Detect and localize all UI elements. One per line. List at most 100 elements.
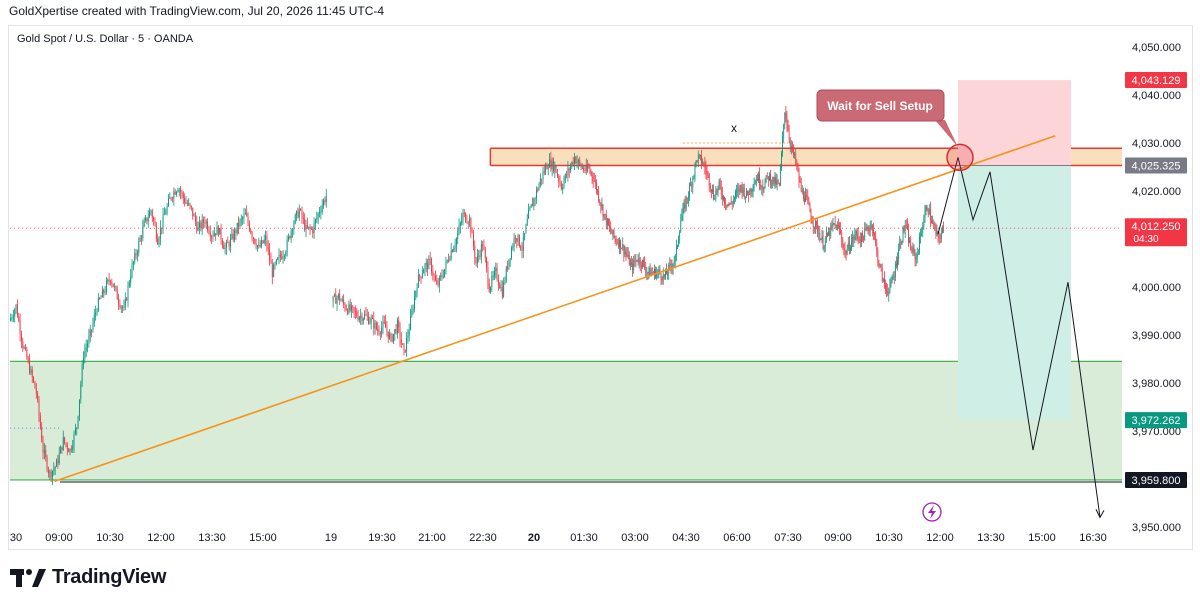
candle-body bbox=[286, 239, 288, 253]
candle-body bbox=[684, 203, 686, 209]
candle-body bbox=[228, 243, 230, 247]
candle-body bbox=[289, 236, 291, 239]
candle-body bbox=[432, 271, 434, 276]
tradingview-logo[interactable]: TradingView bbox=[10, 566, 166, 589]
candle-body bbox=[842, 240, 844, 248]
candle-body bbox=[701, 155, 702, 164]
candle-body bbox=[940, 233, 942, 239]
candle-body bbox=[612, 229, 614, 234]
candle-body bbox=[797, 166, 799, 171]
candle-body bbox=[838, 224, 839, 227]
x-tick-label: 09:00 bbox=[824, 532, 852, 544]
candle-body bbox=[778, 182, 780, 186]
candle-body bbox=[366, 315, 368, 317]
candle-body bbox=[920, 235, 921, 237]
candle-body bbox=[305, 224, 307, 230]
candle-body bbox=[437, 284, 439, 286]
candle-body bbox=[309, 226, 311, 229]
candle-body bbox=[316, 217, 318, 220]
candle-body bbox=[884, 278, 885, 285]
candle-body bbox=[869, 227, 871, 232]
candle-body bbox=[496, 268, 498, 280]
candle-body bbox=[38, 399, 40, 416]
candle-body bbox=[864, 228, 866, 241]
candle-body bbox=[617, 242, 619, 248]
candle-body bbox=[445, 261, 447, 269]
candle-body bbox=[927, 209, 929, 215]
candle-body bbox=[907, 225, 908, 230]
x-tick-label: 10:30 bbox=[875, 532, 903, 544]
candle-body bbox=[844, 249, 846, 252]
candle-body bbox=[554, 165, 556, 172]
candle-body bbox=[77, 416, 79, 428]
candle-body bbox=[731, 203, 733, 205]
candle-body bbox=[839, 226, 840, 229]
candle-body bbox=[880, 264, 882, 269]
candle-body bbox=[116, 288, 118, 300]
candle-body bbox=[919, 236, 920, 252]
candle-body bbox=[739, 185, 741, 192]
candle-body bbox=[794, 153, 796, 155]
candle-body bbox=[189, 203, 191, 206]
candle-body bbox=[875, 235, 877, 243]
candle-body bbox=[190, 205, 192, 208]
candle-body bbox=[670, 263, 672, 267]
candle-body bbox=[713, 189, 714, 199]
candle-body bbox=[41, 427, 43, 442]
candle-body bbox=[597, 190, 598, 192]
candle-body bbox=[15, 304, 17, 311]
candle-body bbox=[103, 289, 105, 293]
candle-body bbox=[792, 146, 793, 148]
candle-body bbox=[444, 268, 446, 277]
candle-body bbox=[379, 333, 381, 335]
candle-body bbox=[754, 182, 756, 185]
candle-body bbox=[559, 180, 561, 184]
candle-body bbox=[787, 125, 789, 131]
candle-body bbox=[689, 185, 690, 197]
y-tick-label: 3,970.000 bbox=[1132, 426, 1181, 438]
candle-body bbox=[34, 381, 36, 389]
candle-body bbox=[887, 291, 889, 295]
candle-body bbox=[785, 112, 787, 119]
candle-body bbox=[639, 258, 641, 265]
candle-body bbox=[833, 223, 835, 225]
candle-body bbox=[877, 249, 879, 263]
candle-body bbox=[364, 314, 366, 319]
candle-body bbox=[628, 254, 630, 266]
candle-body bbox=[594, 180, 596, 183]
candle-body bbox=[587, 165, 589, 171]
candle-body bbox=[716, 190, 718, 192]
candle-body bbox=[660, 273, 662, 279]
y-tick-label: 4,040.000 bbox=[1132, 90, 1181, 102]
candle-body bbox=[147, 217, 149, 222]
candle-body bbox=[358, 317, 360, 321]
candle-body bbox=[389, 334, 390, 339]
candle-body bbox=[727, 203, 729, 207]
candle-body bbox=[663, 274, 665, 277]
candle-body bbox=[361, 315, 363, 321]
candle-body bbox=[25, 347, 26, 350]
candle-body bbox=[725, 204, 727, 206]
candle-body bbox=[333, 294, 335, 296]
candle-body bbox=[480, 244, 482, 257]
candle-body bbox=[862, 233, 863, 237]
candle-body bbox=[923, 221, 925, 227]
candle-body bbox=[537, 189, 539, 191]
candle-body bbox=[119, 303, 121, 308]
candle-body bbox=[314, 219, 316, 224]
candle-body bbox=[231, 234, 233, 239]
candle-body bbox=[505, 267, 507, 281]
candle-body bbox=[567, 168, 569, 176]
candle-body bbox=[146, 217, 148, 222]
candle-body bbox=[753, 184, 755, 190]
candle-body bbox=[533, 198, 535, 207]
candle-body bbox=[165, 213, 167, 215]
candle-body bbox=[12, 316, 14, 318]
candle-body bbox=[763, 188, 765, 190]
sell-setup-circle bbox=[946, 143, 974, 172]
price-label-text: 4,012.250 bbox=[1132, 221, 1181, 233]
candle-body bbox=[386, 328, 388, 332]
candle-body bbox=[288, 236, 289, 240]
symbol-title[interactable]: Gold Spot / U.S. Dollar · 5 · OANDA bbox=[17, 33, 194, 45]
